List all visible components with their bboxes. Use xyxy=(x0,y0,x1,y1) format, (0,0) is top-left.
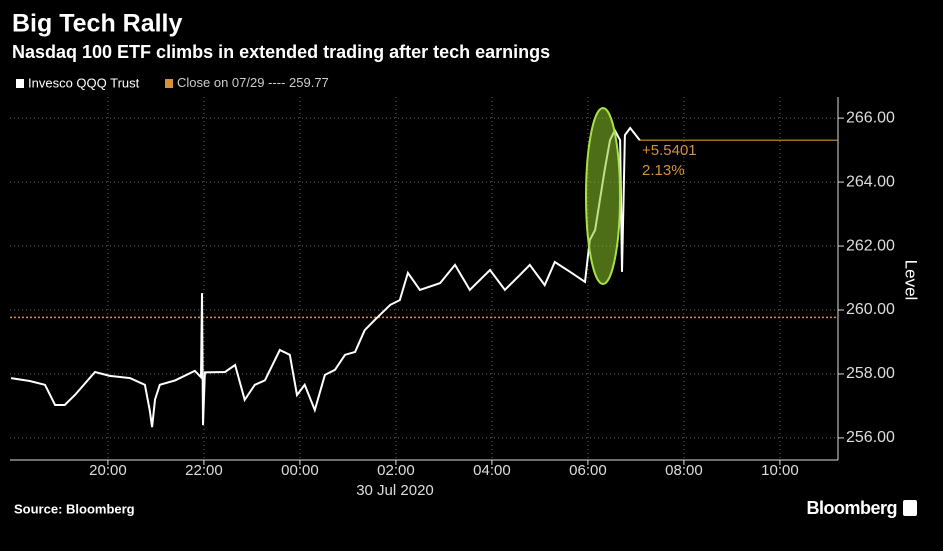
legend-ref-value: 259.77 xyxy=(289,75,329,90)
highlight xyxy=(585,107,621,285)
y-tick-label: 258.00 xyxy=(846,365,895,382)
brand-icon xyxy=(903,500,917,516)
x-tick-label: 10:00 xyxy=(761,462,799,479)
x-tick-label: 00:00 xyxy=(281,462,319,479)
brand: Bloomberg xyxy=(806,498,897,518)
legend-label: Close on 07/29 ---- 259.77 xyxy=(177,75,329,90)
y-tick-label: 256.00 xyxy=(846,429,895,446)
x-tick-label: 20:00 xyxy=(89,462,127,479)
y-tick-label: 260.00 xyxy=(846,301,895,318)
x-tick-label: 08:00 xyxy=(665,462,703,479)
legend-swatch xyxy=(165,79,173,88)
price-line xyxy=(10,126,641,428)
x-tick-label: 06:00 xyxy=(569,462,607,479)
y-tick-label: 262.00 xyxy=(846,237,895,254)
y-tick-label: 264.00 xyxy=(846,173,895,190)
date-label: 30 Jul 2020 xyxy=(356,482,434,499)
pct-annotation: 2.13% xyxy=(642,162,685,179)
x-tick-label: 22:00 xyxy=(185,462,223,479)
y-axis-label: Level xyxy=(902,260,921,301)
x-tick-label: 02:00 xyxy=(377,462,415,479)
legend-ref-name: Close on 07/29 ---- xyxy=(177,75,285,90)
plot-area: 256.00 258.00 260.00 262.00 264.00 266.00 20:0… xyxy=(10,97,895,479)
y-tick-label: 266.00 xyxy=(846,109,895,126)
legend-swatch xyxy=(16,79,24,88)
change-annotation: +5.5401 xyxy=(642,142,697,159)
chart-subtitle: Nasdaq 100 ETF climbs in extended tradin… xyxy=(12,42,550,62)
source: Source: Bloomberg xyxy=(14,501,135,516)
x-tick-label: 04:00 xyxy=(473,462,511,479)
legend-label: Invesco QQQ Trust xyxy=(28,75,140,90)
chart-title: Big Tech Rally xyxy=(12,10,183,38)
